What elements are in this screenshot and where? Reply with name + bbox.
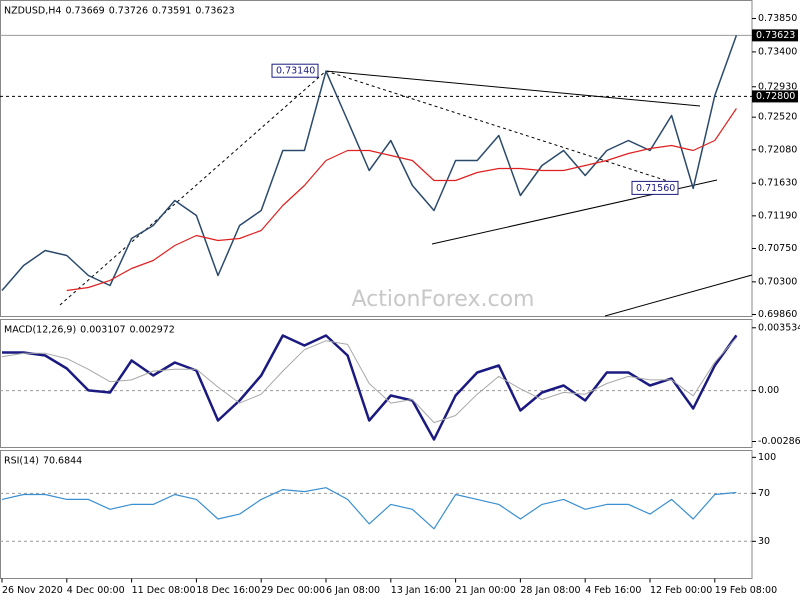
panel-frames [0,0,753,579]
panel-title: RSI(14) [4,455,39,466]
y-tick-label: 0.003534 [758,322,800,333]
reading: 0.73669 [65,5,104,16]
trendline [59,70,327,306]
y-tick-label: 0.70750 [758,243,797,254]
x-tick-label: 4 Feb 16:00 [585,585,641,596]
panel-header: RSI(14) 70.6844 [4,455,82,466]
annotation-box [271,63,319,78]
reading: 0.73623 [195,5,234,16]
price-label: 0.73623 [756,30,795,41]
x-tick-label: 11 Dec 08:00 [132,585,196,596]
x-tick-label: 4 Dec 00:00 [67,585,125,596]
trendline [604,274,753,317]
x-tick-label: 28 Jan 08:00 [520,585,580,596]
series-line [1,487,737,530]
rsi-frame [0,450,753,579]
reading: 0.002972 [130,324,175,335]
watermark: ActionForex.com [352,287,535,312]
trendline [325,70,701,107]
x-tick-label: 19 Feb 08:00 [715,585,777,596]
x-tick-label: 13 Jan 16:00 [391,585,451,596]
y-tick-label: 0.72520 [758,112,797,123]
y-tick-label: -0.002862 [758,436,800,447]
x-tick-label: 12 Feb 00:00 [650,585,712,596]
price-box [752,90,798,103]
reading: 0.73591 [152,5,191,16]
macd-frame [0,319,753,448]
x-tick-label: 26 Nov 2020 [2,585,63,596]
series-line [66,108,737,292]
reading: 70.6844 [43,455,82,466]
x-tick-label: 21 Jan 00:00 [456,585,516,596]
x-tick-label: 29 Dec 00:00 [261,585,325,596]
reading: 0.003107 [80,324,125,335]
series-line [1,337,737,424]
y-tick-label: 0.69860 [758,309,797,320]
y-tick-label: 0.72080 [758,144,797,155]
x-tick-label: 6 Jan 08:00 [326,585,380,596]
y-tick-label: 0.73400 [758,46,797,57]
y-tick-label: 0.73850 [758,13,797,24]
panel-title: NZDUSD,H4 [4,5,61,16]
series-line [2,334,738,441]
annotation-label: 0.71560 [636,183,675,194]
y-tick-label: 70 [758,488,770,499]
annotation-box [631,180,679,195]
y-tick-label: 30 [758,536,770,547]
reading: 0.73726 [109,5,148,16]
y-tick-label: 0.72930 [758,81,797,92]
price-box [752,29,798,42]
series-line [1,35,738,291]
x-tick-label: 18 Dec 16:00 [196,585,260,596]
panel-title: MACD(12,26,9) [4,324,76,335]
y-tick-label: 0.70300 [758,276,797,287]
y-tick-label: 0.00 [758,385,779,396]
panel-header: MACD(12,26,9) 0.003107 0.002972 [4,324,175,335]
y-tick-label: 0.71630 [758,178,797,189]
price-frame [0,0,753,317]
price-label: 0.72800 [756,91,795,102]
trendline [325,70,681,186]
annotation-label: 0.73140 [276,66,315,77]
y-tick-label: 0.71190 [758,210,797,221]
y-tick-label: 100 [758,452,776,463]
panel-header: NZDUSD,H4 0.73669 0.73726 0.73591 0.73623 [4,5,235,16]
